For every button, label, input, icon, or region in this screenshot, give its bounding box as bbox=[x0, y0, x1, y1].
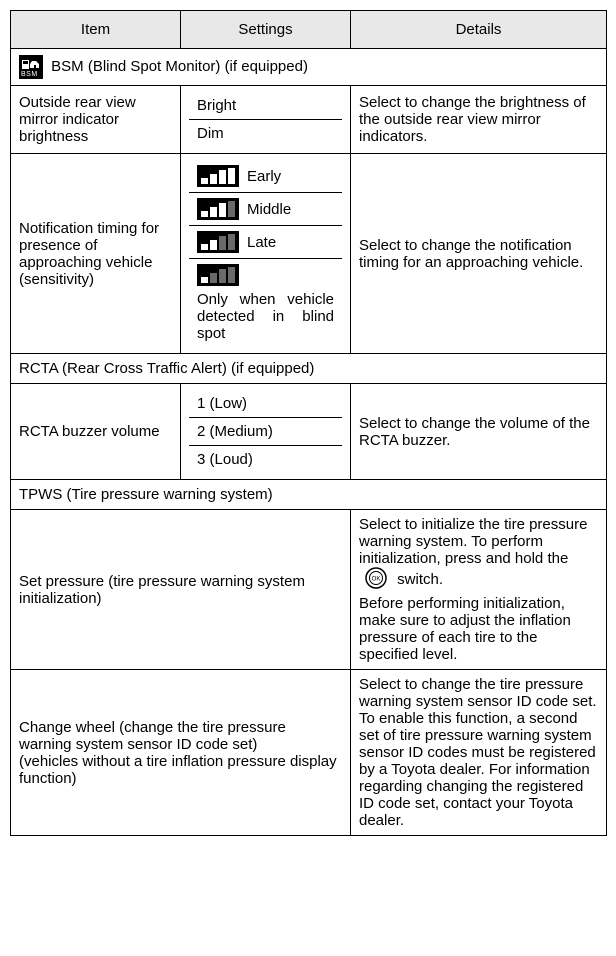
rcta-details: Select to change the volume of the RCTA … bbox=[351, 384, 607, 480]
notif-only-label: Only when vehicle detected in blind spot bbox=[197, 291, 334, 342]
notif-details: Select to change the notification timing… bbox=[351, 154, 607, 354]
notif-late-label: Late bbox=[247, 234, 276, 251]
notif-row: Notification timing for presence of appr… bbox=[11, 154, 607, 354]
mirror-opt-bright: Bright bbox=[189, 92, 342, 120]
setp-row: Set pressure (tire pressure warning syst… bbox=[11, 510, 607, 670]
setp-d1: Select to initialize the tire pressure w… bbox=[359, 516, 587, 567]
header-settings: Settings bbox=[181, 11, 351, 49]
setp-details: Select to initialize the tire pressure w… bbox=[351, 510, 607, 670]
change-d2: To enable this function, a second set of… bbox=[359, 710, 598, 829]
mirror-opt-dim: Dim bbox=[189, 120, 342, 148]
mirror-details: Select to change the brightness of the o… bbox=[351, 86, 607, 154]
svg-text:OK: OK bbox=[372, 577, 381, 583]
notif-opt-early: Early bbox=[197, 165, 334, 187]
bsm-section-row: BSM BSM (Blind Spot Monitor) (if equippe… bbox=[11, 49, 607, 86]
header-item: Item bbox=[11, 11, 181, 49]
change-d1: Select to change the tire pressure warni… bbox=[359, 676, 598, 710]
notif-early-label: Early bbox=[247, 168, 281, 185]
mirror-row: Outside rear view mirror indicator brigh… bbox=[11, 86, 607, 154]
setp-d2: switch. bbox=[397, 571, 443, 588]
rcta-section-row: RCTA (Rear Cross Traffic Alert) (if equi… bbox=[11, 354, 607, 384]
header-details: Details bbox=[351, 11, 607, 49]
bsm-icon-label: BSM bbox=[21, 71, 38, 78]
bars-1-icon bbox=[197, 264, 239, 286]
bars-4-icon bbox=[197, 165, 239, 187]
change-row: Change wheel (change the tire pressure w… bbox=[11, 670, 607, 836]
notif-item: Notification timing for presence of appr… bbox=[11, 154, 181, 354]
mirror-item: Outside rear view mirror indicator brigh… bbox=[11, 86, 181, 154]
notif-opt-middle: Middle bbox=[197, 198, 334, 220]
setp-d3: Before performing initialization, make s… bbox=[359, 595, 598, 663]
bars-3-icon bbox=[197, 198, 239, 220]
notif-middle-label: Middle bbox=[247, 201, 291, 218]
bsm-title: BSM (Blind Spot Monitor) (if equipped) bbox=[51, 58, 308, 75]
settings-table: Item Settings Details BSM BSM (Blind Spo… bbox=[10, 10, 607, 836]
change-item: Change wheel (change the tire pressure w… bbox=[11, 670, 351, 836]
rcta-opt-1: 1 (Low) bbox=[189, 390, 342, 418]
rcta-row: RCTA buzzer volume 1 (Low) 2 (Medium) 3 … bbox=[11, 384, 607, 480]
notif-opt-only: Only when vehicle detected in blind spot bbox=[197, 264, 334, 342]
notif-settings: Early Middle Late bbox=[181, 154, 351, 354]
bars-2-icon bbox=[197, 231, 239, 253]
rcta-item: RCTA buzzer volume bbox=[11, 384, 181, 480]
rcta-title: RCTA (Rear Cross Traffic Alert) (if equi… bbox=[11, 354, 607, 384]
tpws-section-row: TPWS (Tire pressure warning system) bbox=[11, 480, 607, 510]
ok-switch-icon: OK bbox=[365, 567, 387, 593]
change-details: Select to change the tire pressure warni… bbox=[351, 670, 607, 836]
mirror-settings: Bright Dim bbox=[181, 86, 351, 154]
rcta-settings: 1 (Low) 2 (Medium) 3 (Loud) bbox=[181, 384, 351, 480]
bsm-icon: BSM bbox=[19, 55, 43, 79]
rcta-opt-3: 3 (Loud) bbox=[189, 446, 342, 474]
rcta-opt-2: 2 (Medium) bbox=[189, 418, 342, 446]
setp-item: Set pressure (tire pressure warning syst… bbox=[11, 510, 351, 670]
tpws-title: TPWS (Tire pressure warning system) bbox=[11, 480, 607, 510]
notif-opt-late: Late bbox=[197, 231, 334, 253]
header-row: Item Settings Details bbox=[11, 11, 607, 49]
